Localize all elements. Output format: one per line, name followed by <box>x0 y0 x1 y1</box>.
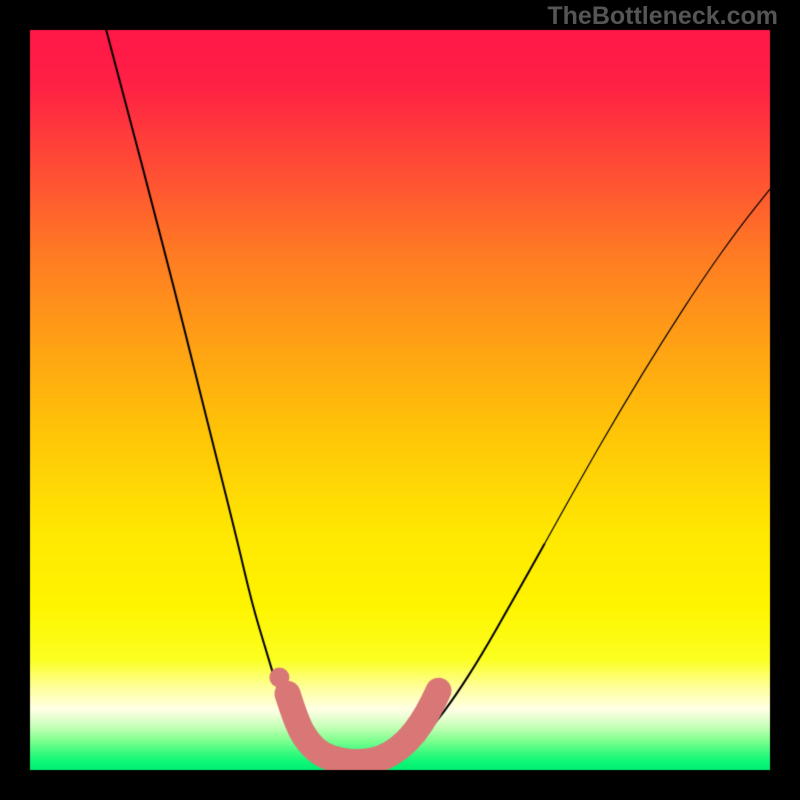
chart-stage: TheBottleneck.com <box>0 0 800 800</box>
bottleneck-curve-chart <box>0 0 800 800</box>
